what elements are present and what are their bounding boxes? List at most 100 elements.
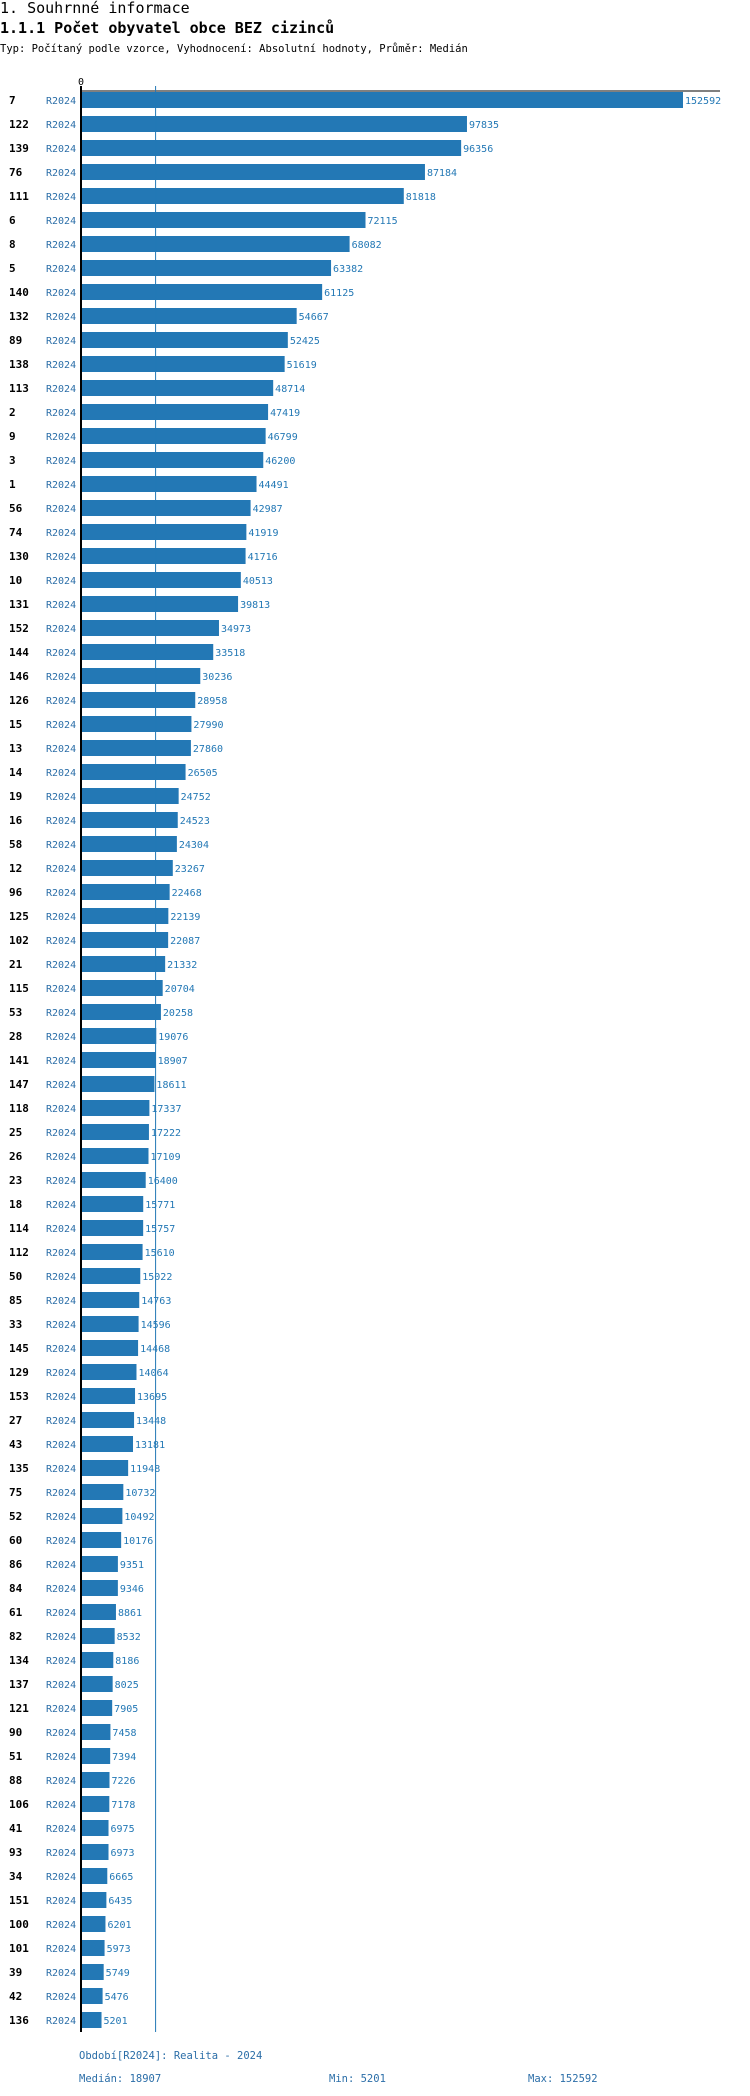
row-id-label: 102 bbox=[9, 934, 29, 947]
bar-value-label: 72115 bbox=[368, 216, 398, 227]
bar-value-label: 96356 bbox=[463, 144, 493, 155]
row-period-label: R2024 bbox=[46, 1416, 76, 1427]
row-id-label: 113 bbox=[9, 382, 29, 395]
row-period-label: R2024 bbox=[46, 1872, 76, 1883]
bar bbox=[81, 452, 264, 468]
bar-value-label: 44491 bbox=[259, 480, 289, 491]
bar-value-label: 10732 bbox=[125, 1488, 155, 1499]
bar-value-label: 7226 bbox=[112, 1776, 136, 1787]
row-id-label: 114 bbox=[9, 1222, 29, 1235]
row-period-label: R2024 bbox=[46, 768, 76, 779]
row-period-label: R2024 bbox=[46, 1368, 76, 1379]
row-id-label: 33 bbox=[9, 1318, 22, 1331]
bar-value-label: 6665 bbox=[109, 1872, 133, 1883]
bar bbox=[81, 956, 166, 972]
bar-value-label: 46799 bbox=[268, 432, 298, 443]
bar bbox=[81, 668, 201, 684]
bar bbox=[81, 1844, 109, 1860]
bar bbox=[81, 284, 323, 300]
bar bbox=[81, 860, 173, 876]
row-id-label: 96 bbox=[9, 886, 23, 899]
bar bbox=[81, 1268, 141, 1284]
row-id-label: 100 bbox=[9, 1918, 29, 1931]
bar bbox=[81, 836, 177, 852]
row-period-label: R2024 bbox=[46, 1512, 76, 1523]
row-period-label: R2024 bbox=[46, 720, 76, 731]
bar-value-label: 16400 bbox=[148, 1176, 178, 1187]
row-id-label: 131 bbox=[9, 598, 29, 611]
bar bbox=[81, 404, 269, 420]
row-id-label: 15 bbox=[9, 718, 22, 731]
row-period-label: R2024 bbox=[46, 1584, 76, 1595]
row-id-label: 74 bbox=[9, 526, 23, 539]
row-period-label: R2024 bbox=[46, 1896, 76, 1907]
bar bbox=[81, 1364, 137, 1380]
row-period-label: R2024 bbox=[46, 576, 76, 587]
bar-value-label: 48714 bbox=[275, 384, 305, 395]
row-period-label: R2024 bbox=[46, 384, 76, 395]
row-period-label: R2024 bbox=[46, 1848, 76, 1859]
bar-value-label: 39813 bbox=[240, 600, 270, 611]
bar-value-label: 24304 bbox=[179, 840, 209, 851]
bar-value-label: 8025 bbox=[115, 1680, 139, 1691]
row-period-label: R2024 bbox=[46, 360, 76, 371]
median-summary: Medián: 18907 bbox=[79, 2073, 162, 2085]
bar-value-label: 15757 bbox=[145, 1224, 175, 1235]
row-id-label: 14 bbox=[9, 766, 23, 779]
row-period-label: R2024 bbox=[46, 1776, 76, 1787]
chart-title: 1.1.1 Počet obyvatel obce BEZ cizinců bbox=[0, 19, 335, 37]
row-id-label: 122 bbox=[9, 118, 29, 131]
row-id-label: 141 bbox=[9, 1054, 29, 1067]
min-summary: Min: 5201 bbox=[329, 2073, 386, 2085]
bar-value-label: 13181 bbox=[135, 1440, 165, 1451]
row-id-label: 13 bbox=[9, 742, 22, 755]
section-title: 1. Souhrnné informace bbox=[0, 0, 190, 17]
row-period-label: R2024 bbox=[46, 240, 76, 251]
bar-value-label: 24752 bbox=[181, 792, 211, 803]
bar bbox=[81, 140, 462, 156]
row-id-label: 7 bbox=[9, 94, 16, 107]
bar-value-label: 23267 bbox=[175, 864, 205, 875]
bar bbox=[81, 500, 251, 516]
row-period-label: R2024 bbox=[46, 1008, 76, 1019]
bar bbox=[81, 1316, 139, 1332]
bar bbox=[81, 1340, 139, 1356]
bar bbox=[81, 1028, 157, 1044]
bar bbox=[81, 1676, 113, 1692]
bar bbox=[81, 1172, 146, 1188]
row-period-label: R2024 bbox=[46, 1464, 76, 1475]
bar-value-label: 47419 bbox=[270, 408, 300, 419]
row-period-label: R2024 bbox=[46, 1296, 76, 1307]
row-id-label: 144 bbox=[9, 646, 29, 659]
row-period-label: R2024 bbox=[46, 1656, 76, 1667]
bar bbox=[81, 1388, 136, 1404]
bar bbox=[81, 884, 170, 900]
row-id-label: 89 bbox=[9, 334, 22, 347]
row-period-label: R2024 bbox=[46, 504, 76, 515]
row-id-label: 112 bbox=[9, 1246, 29, 1259]
row-id-label: 138 bbox=[9, 358, 29, 371]
bar-value-label: 17109 bbox=[150, 1152, 180, 1163]
row-id-label: 58 bbox=[9, 838, 22, 851]
row-period-label: R2024 bbox=[46, 480, 76, 491]
row-id-label: 126 bbox=[9, 694, 29, 707]
row-id-label: 42 bbox=[9, 1990, 22, 2003]
row-id-label: 52 bbox=[9, 1510, 22, 1523]
bar bbox=[81, 1940, 105, 1956]
bar bbox=[81, 1196, 144, 1212]
bar-value-label: 6973 bbox=[111, 1848, 135, 1859]
bar bbox=[81, 1820, 109, 1836]
row-period-label: R2024 bbox=[46, 2016, 76, 2027]
bar-value-label: 27990 bbox=[193, 720, 223, 731]
bar bbox=[81, 1484, 124, 1500]
bar-value-label: 9346 bbox=[120, 1584, 144, 1595]
row-id-label: 118 bbox=[9, 1102, 29, 1115]
bar-value-label: 5476 bbox=[105, 1992, 129, 2003]
row-id-label: 10 bbox=[9, 574, 22, 587]
bar-value-label: 20704 bbox=[165, 984, 195, 995]
row-id-label: 18 bbox=[9, 1198, 22, 1211]
row-id-label: 21 bbox=[9, 958, 23, 971]
row-period-label: R2024 bbox=[46, 1824, 76, 1835]
row-period-label: R2024 bbox=[46, 456, 76, 467]
row-period-label: R2024 bbox=[46, 312, 76, 323]
